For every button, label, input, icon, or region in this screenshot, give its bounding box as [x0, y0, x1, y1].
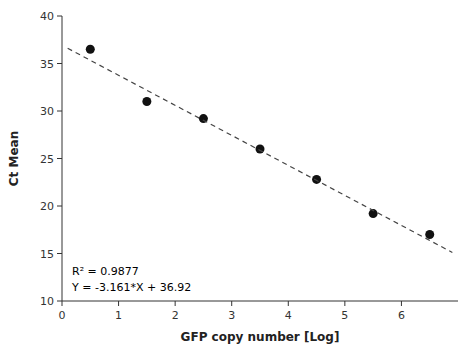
annotations: R² = 0.9877 Y = -3.161*X + 36.92 [71, 265, 191, 294]
x-tick [288, 301, 289, 306]
x-tick-label: 6 [398, 309, 405, 322]
x-axis-label: GFP copy number [Log] [181, 330, 340, 344]
x-tick [62, 301, 63, 306]
y-tick-label: 40 [40, 10, 54, 23]
scatter-point [142, 97, 151, 106]
y-tick [57, 253, 62, 254]
x-tick [401, 301, 402, 306]
y-tick-label: 30 [40, 105, 54, 118]
x-tick-label: 5 [341, 309, 348, 322]
scatter-point [425, 230, 434, 239]
y-axis-label: Ct Mean [7, 131, 21, 186]
y-tick [57, 63, 62, 64]
y-tick-label: 35 [40, 58, 54, 71]
x-tick-label: 0 [59, 309, 66, 322]
x-tick-label: 1 [115, 309, 122, 322]
annotation: R² = 0.9877 [72, 265, 139, 278]
y-tick-label: 15 [40, 248, 54, 261]
x-tick [175, 301, 176, 306]
annotation: Y = -3.161*X + 36.92 [71, 281, 191, 294]
x-tick-label: 2 [172, 309, 179, 322]
chart: 0 1 2 3 4 5 6 10 15 20 25 30 35 40 GFP copy number [Lo… [0, 0, 474, 353]
y-tick-label: 10 [40, 295, 54, 308]
x-tick [118, 301, 119, 306]
y-tick [57, 301, 62, 302]
regression-line [68, 48, 453, 252]
x-tick [344, 301, 345, 306]
x-tick-label: 3 [228, 309, 235, 322]
y-tick [57, 16, 62, 17]
x-tick [231, 301, 232, 306]
y-tick-label: 25 [40, 153, 54, 166]
y-tick [57, 111, 62, 112]
marks [68, 45, 453, 253]
x-tick-label: 4 [285, 309, 292, 322]
y-tick [57, 206, 62, 207]
y-tick [57, 158, 62, 159]
y-tick-label: 20 [40, 200, 54, 213]
scatter-point [312, 175, 321, 184]
scatter-point [86, 45, 95, 54]
axes: 0 1 2 3 4 5 6 10 15 20 25 30 35 40 [40, 10, 458, 322]
x-axis-line [62, 301, 458, 302]
scatter-point [256, 145, 265, 154]
